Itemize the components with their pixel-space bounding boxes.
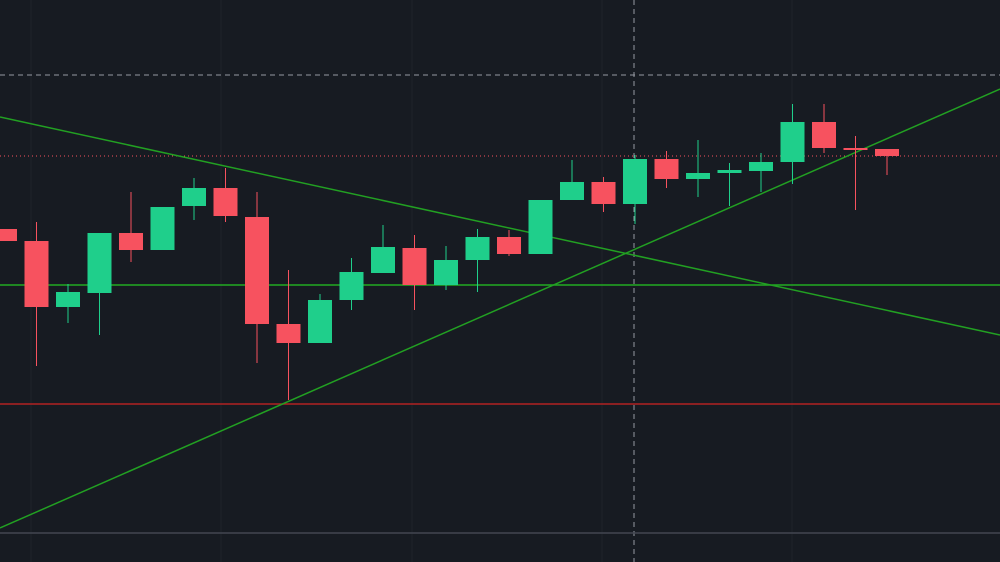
trend-line	[0, 116, 1000, 336]
candle-body	[24, 241, 49, 307]
candle-body	[749, 162, 773, 171]
candle-body	[276, 324, 301, 343]
candle-body	[371, 247, 395, 273]
candle-body	[213, 188, 238, 216]
candle-body	[591, 182, 616, 204]
candle-body	[812, 122, 836, 148]
candles	[0, 104, 899, 400]
candle-body	[528, 200, 553, 254]
trend-line	[0, 88, 1000, 529]
candle-body	[182, 188, 206, 206]
candle-body	[308, 300, 332, 343]
candle-body	[87, 233, 112, 293]
candle-body	[56, 292, 80, 307]
candle-body	[686, 173, 710, 179]
candle-body	[497, 237, 521, 254]
candle-body	[150, 207, 175, 250]
candle-body	[339, 272, 364, 300]
candle-body	[0, 229, 17, 241]
candle-body	[402, 248, 427, 285]
candle-body	[119, 233, 143, 250]
candle-body	[560, 182, 584, 200]
candle-body	[780, 122, 805, 162]
candle-body	[623, 159, 647, 204]
candle-body	[465, 237, 490, 260]
candle-body	[717, 170, 742, 173]
candle-body	[434, 260, 458, 285]
candle-body	[245, 217, 269, 324]
candle-body	[654, 159, 679, 179]
candle-body	[843, 148, 868, 150]
candle-body	[875, 149, 899, 156]
